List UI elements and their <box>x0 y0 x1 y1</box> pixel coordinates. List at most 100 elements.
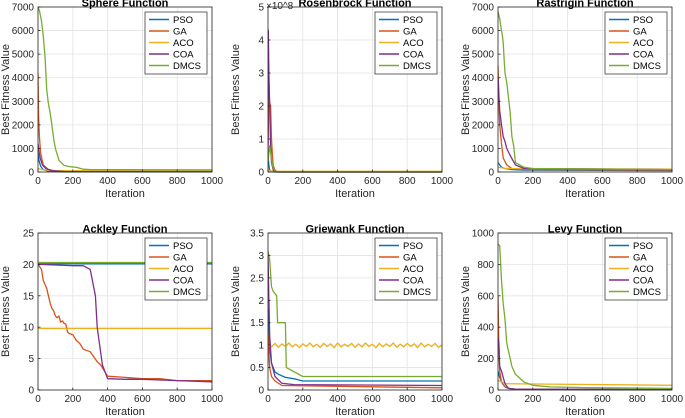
series-line-coa <box>38 263 212 383</box>
y-tick-label: 0 <box>488 386 494 397</box>
y-tick-label: 15 <box>23 291 35 302</box>
y-tick-label: 2.5 <box>250 273 264 284</box>
x-tick-label: 600 <box>134 394 151 405</box>
y-tick-label: 1000 <box>12 144 35 155</box>
legend-label-dmcs: DMCS <box>403 61 431 72</box>
x-tick-label: 1000 <box>661 176 684 187</box>
y-tick-label: 0.5 <box>250 363 264 374</box>
y-tick-label: 5 <box>258 3 264 14</box>
chart-panel-5: 0 200 400 600 800 1000 0 200 400 600 800 1000 Levy F… <box>460 224 684 418</box>
legend-label-ga: GA <box>633 27 647 38</box>
x-tick-label: 400 <box>559 176 576 187</box>
y-tick-label: 5 <box>28 354 34 365</box>
x-axis-label: Iteration <box>105 406 145 418</box>
legend-label-coa: COA <box>633 50 654 61</box>
legend-label-pso: PSO <box>403 15 423 26</box>
y-exponent-label: ×10^8 <box>266 1 294 12</box>
y-tick-label: 200 <box>477 354 494 365</box>
x-tick-label: 1000 <box>201 176 224 187</box>
x-tick-label: 800 <box>629 394 646 405</box>
x-tick-label: 200 <box>64 176 81 187</box>
series-line-pso <box>268 309 442 382</box>
axes-box <box>497 232 673 391</box>
y-axis-label: Best Fitness Value <box>0 44 12 135</box>
y-tick-label: 2000 <box>472 120 495 131</box>
y-tick-label: 1.5 <box>250 318 264 329</box>
legend-label-pso: PSO <box>403 241 423 252</box>
series-line-ga <box>268 331 442 389</box>
series-group <box>38 6 212 173</box>
series-group <box>38 261 212 383</box>
y-tick-label: 0 <box>28 386 34 397</box>
series-group <box>268 250 442 389</box>
chart-title: Rastrigin Function <box>536 0 633 10</box>
legend-label-dmcs: DMCS <box>403 287 431 298</box>
x-axis-label: Iteration <box>335 188 375 200</box>
axes-box <box>267 232 443 391</box>
y-tick-label: 4000 <box>12 73 35 84</box>
legend-label-aco: ACO <box>403 38 424 49</box>
legend-label-dmcs: DMCS <box>633 61 661 72</box>
chart-title: Levy Function <box>548 224 623 236</box>
legend-label-pso: PSO <box>173 241 193 252</box>
legend-label-aco: ACO <box>173 264 194 275</box>
series-group <box>268 29 442 173</box>
y-tick-label: 3000 <box>12 97 35 108</box>
legend-label-ga: GA <box>173 253 187 264</box>
y-tick-label: 1000 <box>472 144 495 155</box>
legend-label-coa: COA <box>403 276 424 287</box>
legend-label-coa: COA <box>633 276 654 287</box>
chart-title: Sphere Function <box>82 0 169 10</box>
y-tick-label: 1 <box>258 135 264 146</box>
y-tick-label: 3000 <box>472 97 495 108</box>
legend-label-ga: GA <box>403 27 417 38</box>
y-tick-label: 20 <box>23 260 35 271</box>
series-line-coa <box>498 338 672 391</box>
x-tick-label: 200 <box>524 394 541 405</box>
x-tick-label: 1000 <box>431 176 454 187</box>
series-line-coa <box>268 255 442 387</box>
y-axis-label: Best Fitness Value <box>230 266 242 357</box>
axes-box <box>267 6 443 173</box>
chart-panel-2: 0 200 400 600 800 1000 0 1000 2000 3000 4000 5000 60… <box>460 0 684 200</box>
x-tick-label: 200 <box>524 176 541 187</box>
legend-label-aco: ACO <box>403 264 424 275</box>
series-line-coa <box>498 77 672 171</box>
x-tick-label: 200 <box>294 394 311 405</box>
x-tick-label: 600 <box>364 176 381 187</box>
chart-title: Ackley Function <box>83 224 168 236</box>
x-tick-label: 0 <box>35 176 41 187</box>
y-tick-label: 5000 <box>472 50 495 61</box>
axes-box <box>37 232 213 391</box>
x-tick-label: 800 <box>169 394 186 405</box>
legend-label-pso: PSO <box>633 241 653 252</box>
y-tick-label: 2 <box>258 296 264 307</box>
legend-label-dmcs: DMCS <box>173 61 201 72</box>
y-tick-label: 4 <box>258 36 264 47</box>
series-group <box>498 11 672 172</box>
legend-label-coa: COA <box>403 50 424 61</box>
x-axis-label: Iteration <box>335 406 375 418</box>
chart-panel-1: 0 200 400 600 800 1000 0 1 2 3 4 5 ×10^8 Rosenbrock F… <box>230 0 454 200</box>
y-tick-label: 0 <box>258 168 264 179</box>
chart-title: Rosenbrock Function <box>298 0 411 10</box>
series-line-dmcs <box>38 6 212 171</box>
legend-label-ga: GA <box>633 253 647 264</box>
x-tick-label: 600 <box>134 176 151 187</box>
axes-box <box>497 6 673 173</box>
legend-label-aco: ACO <box>633 264 654 275</box>
x-tick-label: 0 <box>265 176 271 187</box>
legend-label-aco: ACO <box>173 38 194 49</box>
y-tick-label: 4000 <box>472 73 495 84</box>
axes-box <box>37 6 213 173</box>
x-tick-label: 0 <box>265 394 271 405</box>
y-axis-label: Best Fitness Value <box>0 266 12 357</box>
x-tick-label: 400 <box>559 394 576 405</box>
series-line-aco <box>268 342 442 349</box>
y-tick-label: 6000 <box>472 26 495 37</box>
x-tick-label: 400 <box>329 176 346 187</box>
chart-title: Griewank Function <box>305 224 404 236</box>
